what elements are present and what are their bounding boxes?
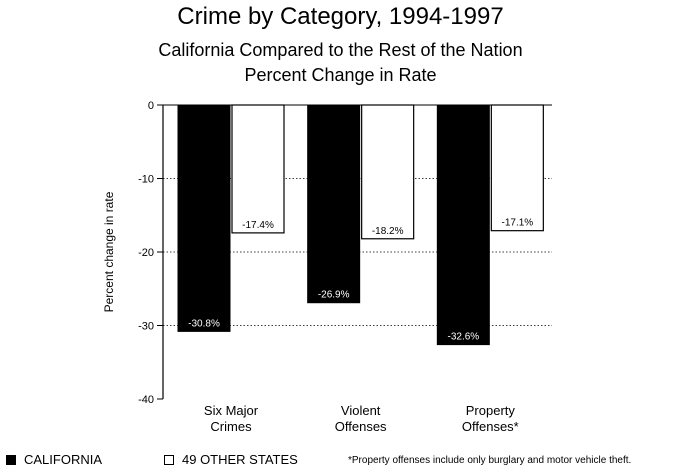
category-label: Violent — [341, 403, 381, 418]
chart-subtitle: California Compared to the Rest of the N… — [158, 40, 523, 60]
legend-item-other-states: 49 OTHER STATES — [164, 452, 298, 467]
bar-california — [307, 104, 361, 304]
category-label: Offenses — [335, 419, 387, 434]
category-label: Crimes — [210, 419, 252, 434]
legend-label-california: CALIFORNIA — [24, 452, 103, 467]
category-label: Six Major — [204, 403, 259, 418]
legend-item-california: CALIFORNIA — [6, 452, 102, 467]
chart-subtitle-units: Percent Change in Rate — [244, 65, 437, 85]
data-label-california: -30.8% — [188, 318, 220, 329]
data-label-other-states: -17.1% — [501, 218, 533, 229]
bar-other-states — [361, 104, 415, 240]
bar-other-states — [231, 104, 285, 234]
y-tick-label: -30 — [138, 321, 154, 333]
y-tick-label: -20 — [138, 247, 154, 259]
category-label: Property — [466, 403, 516, 418]
legend-swatch-other-states — [164, 455, 174, 465]
legend-swatch-california — [6, 455, 16, 465]
legend-label-other-states: 49 OTHER STATES — [182, 452, 298, 467]
bar-california — [436, 104, 490, 346]
data-label-california: -26.9% — [318, 290, 350, 301]
data-label-other-states: -18.2% — [372, 226, 404, 237]
chart-title: Crime by Category, 1994-1997 — [177, 3, 504, 30]
y-axis-title: Percent change in rate — [102, 191, 116, 312]
bar-other-states — [490, 104, 544, 232]
data-label-other-states: -17.4% — [242, 220, 274, 231]
y-tick-label: -40 — [138, 394, 154, 406]
category-label: Offenses* — [462, 419, 519, 434]
footnote: *Property offenses include only burglary… — [348, 455, 632, 466]
bar-california — [177, 104, 231, 332]
y-tick-label: -10 — [138, 174, 154, 186]
data-label-california: -32.6% — [447, 332, 479, 343]
y-tick-label: 0 — [148, 100, 154, 112]
